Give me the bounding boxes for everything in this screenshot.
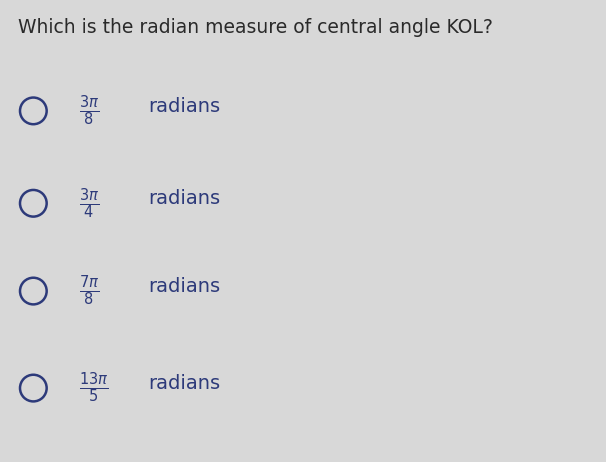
Text: radians: radians [148,97,221,116]
Text: Which is the radian measure of central angle KOL?: Which is the radian measure of central a… [18,18,493,37]
Text: radians: radians [148,277,221,296]
Text: radians: radians [148,189,221,208]
Text: $\frac{13\pi}{5}$: $\frac{13\pi}{5}$ [79,371,108,405]
Text: $\frac{7\pi}{8}$: $\frac{7\pi}{8}$ [79,274,99,308]
Text: radians: radians [148,374,221,393]
Text: $\frac{3\pi}{8}$: $\frac{3\pi}{8}$ [79,94,99,128]
Text: $\frac{3\pi}{4}$: $\frac{3\pi}{4}$ [79,186,99,220]
